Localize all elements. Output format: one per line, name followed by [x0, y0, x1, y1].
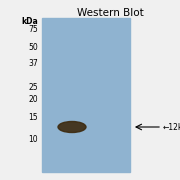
Text: kDa: kDa	[21, 17, 38, 26]
Text: 75: 75	[28, 26, 38, 35]
Text: 37: 37	[28, 60, 38, 69]
Text: 20: 20	[28, 96, 38, 105]
Text: ←12kDa: ←12kDa	[163, 123, 180, 132]
Text: 10: 10	[28, 136, 38, 145]
Bar	[42, 18, 130, 172]
Ellipse shape	[58, 122, 86, 132]
Text: 50: 50	[28, 44, 38, 53]
Text: Western Blot: Western Blot	[77, 8, 143, 18]
Text: 15: 15	[28, 112, 38, 122]
Text: 25: 25	[28, 84, 38, 93]
